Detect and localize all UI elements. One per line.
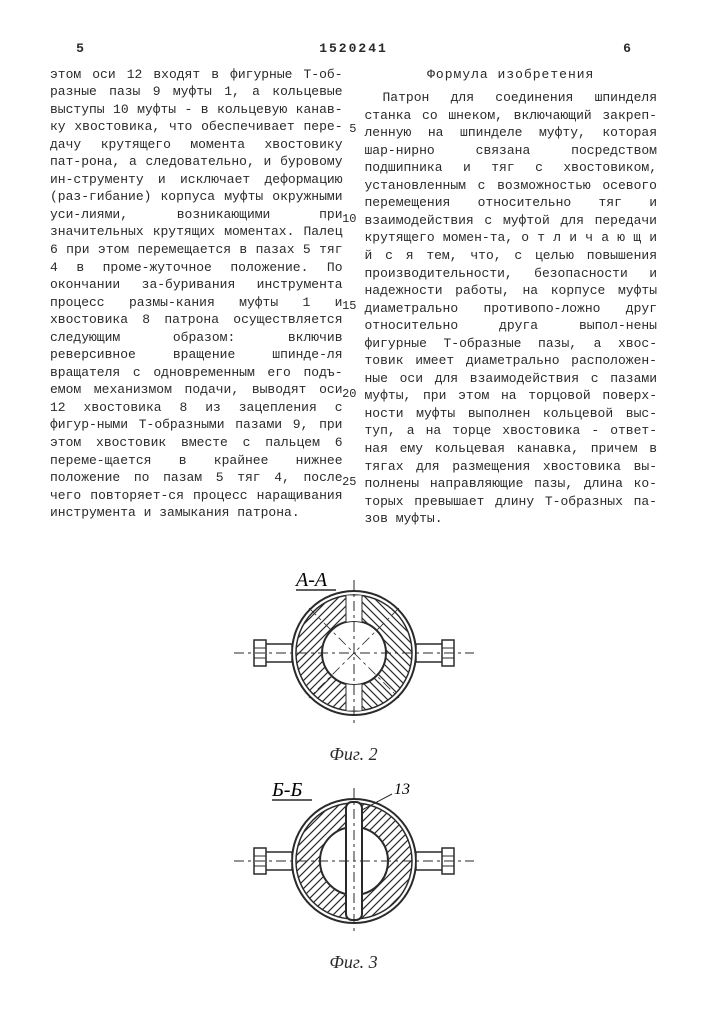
section-label-bb: Б-Б: [271, 779, 302, 801]
page-header: 5 1520241 6: [50, 40, 657, 58]
lineno: 5: [349, 121, 356, 137]
fig3-caption: Фиг. 3: [50, 950, 657, 974]
text-columns: 5 10 15 20 25 этом оси 12 входят в фигур…: [50, 66, 657, 528]
fig2-caption: Фиг. 2: [50, 742, 657, 766]
figure-3: Б-Б 13: [224, 776, 484, 946]
patent-number: 1520241: [110, 40, 597, 58]
left-text: этом оси 12 входят в фигурные Т-об-разны…: [50, 66, 343, 522]
callout-13: 13: [394, 781, 410, 798]
lineno: 25: [342, 474, 356, 490]
col-num-right: 6: [597, 40, 657, 58]
right-text: Патрон для соединения шпинделя станка со…: [365, 89, 658, 528]
figure-2: А-А: [224, 568, 484, 738]
right-column: Формула изобретения Патрон для соединени…: [365, 66, 658, 528]
figures-block: А-А Фиг: [50, 568, 657, 975]
lineno: 20: [342, 386, 356, 402]
col-num-left: 5: [50, 40, 110, 58]
section-label-aa: А-А: [294, 569, 328, 591]
lineno: 15: [342, 298, 356, 314]
lineno: 10: [342, 211, 356, 227]
left-column: 5 10 15 20 25 этом оси 12 входят в фигур…: [50, 66, 343, 528]
formula-title: Формула изобретения: [365, 66, 658, 84]
